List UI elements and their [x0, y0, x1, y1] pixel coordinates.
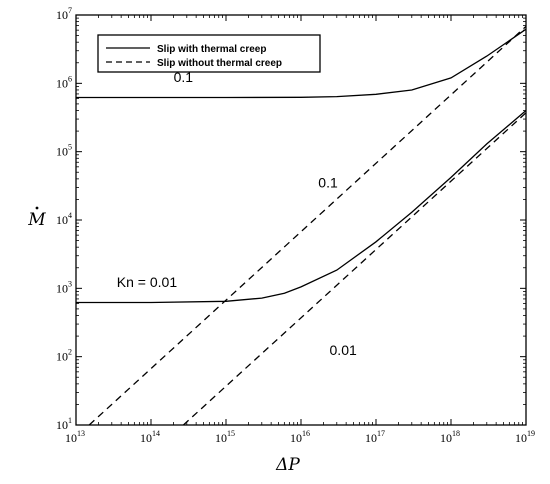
- x-tick-label: 1014: [140, 429, 160, 445]
- y-tick-label: 101: [56, 416, 72, 432]
- legend: Slip with thermal creep Slip without the…: [97, 34, 321, 73]
- legend-label-dashed: Slip without thermal creep: [157, 58, 282, 69]
- series-line-solid-kn-0-01: [76, 110, 526, 304]
- x-tick-label: 1017: [365, 429, 385, 445]
- y-tick-label: 107: [56, 6, 72, 22]
- x-tick-label: 1013: [65, 429, 85, 445]
- y-axis-title-dot: [35, 206, 39, 210]
- legend-label-solid: Slip with thermal creep: [157, 44, 266, 55]
- y-axis-title: M: [27, 206, 46, 230]
- curve-annotation: 0.1: [318, 174, 338, 190]
- svg-text:M: M: [27, 210, 46, 230]
- curve-annotation: 0.01: [330, 342, 357, 358]
- svg-text:ΔP: ΔP: [275, 455, 300, 475]
- x-tick-label: 1018: [440, 429, 460, 445]
- y-tick-label: 106: [56, 74, 72, 90]
- series-line-dashed-kn-0-1: [88, 25, 526, 425]
- x-axis-title: ΔP: [275, 455, 300, 475]
- series-group: [76, 25, 526, 425]
- annotations-group: 0.1 Kn = 0.01 0.1 0.01: [117, 69, 357, 358]
- legend-box: [97, 34, 321, 73]
- y-tick-label: 102: [56, 348, 72, 364]
- series-line-solid-kn-0-1: [76, 28, 526, 99]
- y-tick-label: 103: [56, 279, 72, 295]
- x-tick-label: 1015: [215, 429, 235, 445]
- series-line-dashed-kn-0-01: [182, 112, 526, 425]
- x-tick-label: 1016: [290, 429, 310, 445]
- ticks-group: 1013 1014 1015 1016 1017 1018 1019 101 102 103 104…: [56, 6, 535, 445]
- y-tick-label: 105: [56, 143, 72, 159]
- curve-annotation: Kn = 0.01: [117, 274, 178, 290]
- curve-annotation: 0.1: [174, 69, 194, 85]
- y-tick-label: 104: [56, 211, 72, 227]
- plot-frame: [75, 14, 527, 426]
- x-tick-label: 1019: [515, 429, 535, 445]
